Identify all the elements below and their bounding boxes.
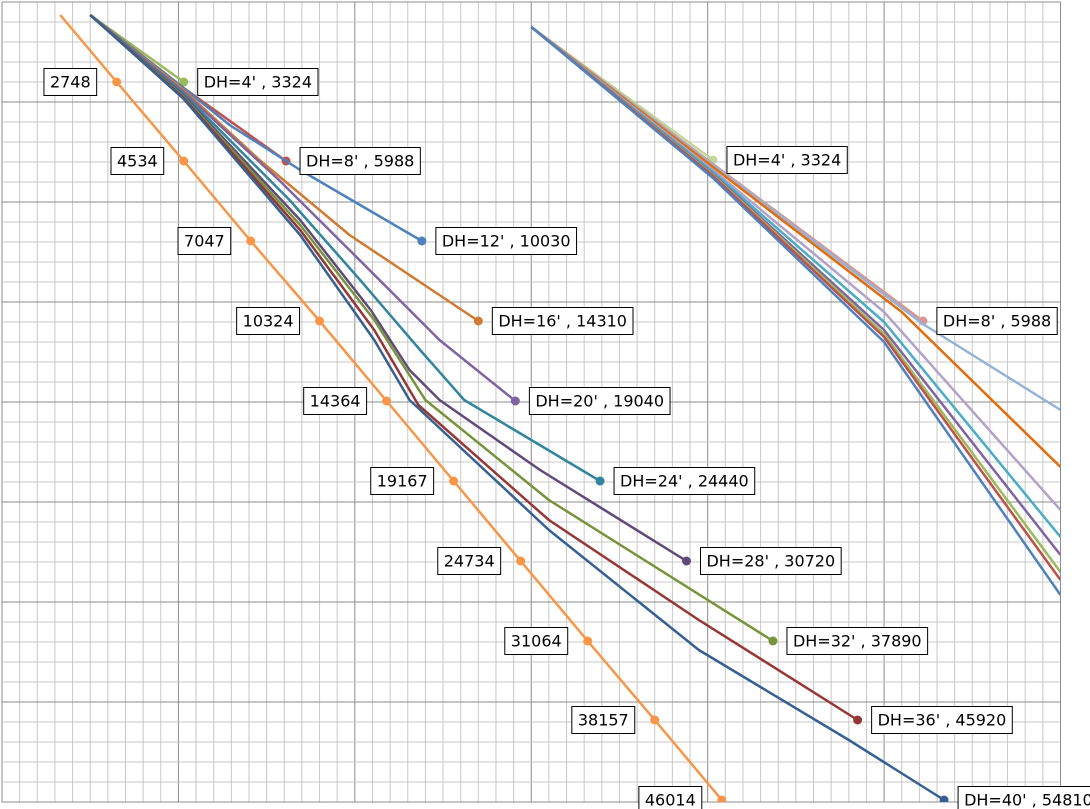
end-marker: [681, 556, 691, 566]
end-marker: [417, 236, 427, 246]
label-box: [236, 307, 301, 335]
label-box: [936, 307, 1058, 335]
point-label: 14364: [310, 392, 361, 411]
label-box: [528, 387, 671, 415]
series-label: DH=16' , 14310: [498, 312, 627, 331]
point-marker: [449, 476, 459, 486]
series-label: DH=28' , 30720: [706, 552, 835, 571]
label-box: [571, 706, 636, 734]
label-box: [699, 547, 842, 575]
series-label: DH=32' , 37890: [793, 632, 922, 651]
label-box: [504, 627, 569, 655]
end-marker: [768, 636, 778, 646]
grid: [1, 1, 1061, 803]
labels: 2748 4534 7047 10324 14364 19167 24734 31064 381…: [43, 68, 1090, 809]
label-box: [299, 147, 421, 175]
point-marker: [246, 236, 256, 246]
series-label: DH=12' , 10030: [442, 232, 571, 251]
series-line: [530, 26, 1060, 596]
label-box: [638, 786, 703, 809]
point-label: 7047: [184, 232, 225, 251]
point-marker: [516, 556, 526, 566]
series-label: DH=8' , 5988: [943, 312, 1051, 331]
plot-area: [59, 13, 1060, 802]
series-label: DH=4' , 3324: [733, 151, 841, 170]
series-label: DH=8' , 5988: [306, 152, 414, 171]
point-label: 38157: [578, 711, 629, 730]
series-label: DH=36' , 45920: [878, 711, 1007, 730]
point-marker: [583, 636, 593, 646]
label-box: [370, 467, 435, 495]
label-box: [437, 547, 502, 575]
end-marker: [179, 77, 189, 87]
end-marker: [473, 316, 483, 326]
series-line: [89, 14, 423, 243]
series-line: [89, 14, 945, 802]
point-marker: [650, 715, 660, 725]
series-label: DH=4' , 3324: [204, 73, 312, 92]
series-label: DH=40' , 54810: [964, 791, 1090, 809]
label-box: [110, 147, 165, 175]
point-label: 2748: [50, 73, 91, 92]
point-label: 4534: [117, 152, 158, 171]
series-line: [89, 14, 601, 483]
label-box: [435, 227, 578, 255]
label-box: [177, 227, 232, 255]
point-marker: [717, 795, 727, 802]
label-box: [197, 68, 319, 96]
label-box: [786, 627, 929, 655]
end-marker: [939, 795, 949, 802]
point-marker: [315, 316, 325, 326]
point-label: 19167: [377, 472, 428, 491]
point-marker: [112, 77, 122, 87]
series-label: DH=24' , 24440: [620, 472, 749, 491]
point-label: 24734: [444, 552, 495, 571]
label-box: [957, 786, 1090, 809]
series-label: DH=20' , 19040: [535, 392, 664, 411]
label-box: [613, 467, 756, 495]
label-box: [726, 146, 848, 174]
label-box: [871, 706, 1013, 734]
label-box: [303, 387, 368, 415]
label-box: [491, 307, 634, 335]
end-marker: [510, 396, 520, 406]
point-marker: [179, 156, 189, 166]
point-label: 46014: [645, 791, 696, 809]
label-box: [43, 68, 98, 96]
end-marker: [595, 476, 605, 486]
series-line: [89, 14, 517, 402]
end-marker: [853, 715, 863, 725]
point-label: 10324: [243, 312, 294, 331]
point-marker: [382, 396, 392, 406]
point-label: 31064: [511, 632, 562, 651]
